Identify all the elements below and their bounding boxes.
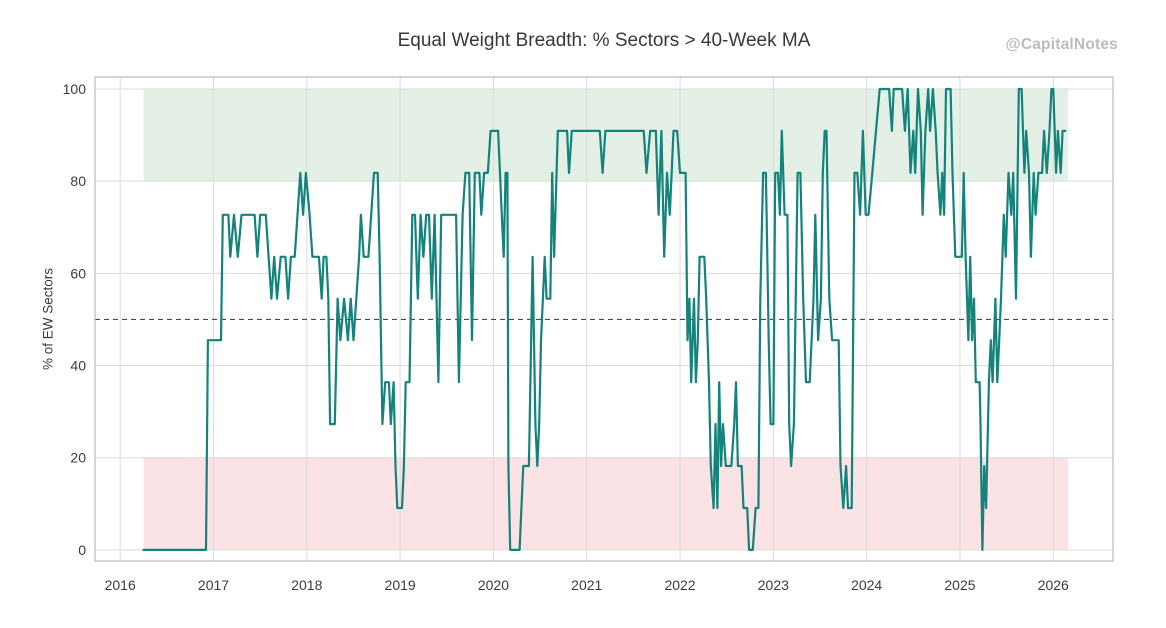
x-tick-label-2024: 2024 — [851, 577, 882, 593]
breadth-series-line — [142, 87, 1067, 552]
x-tick-label-2016: 2016 — [105, 577, 136, 593]
y-tick-label-20: 20 — [70, 450, 86, 466]
x-tick-label-2026: 2026 — [1038, 577, 1069, 593]
x-tick-label-2017: 2017 — [198, 577, 229, 593]
x-tick-label-2021: 2021 — [571, 577, 602, 593]
low-breadth-zone — [143, 457, 1069, 550]
x-tick-label-2023: 2023 — [758, 577, 789, 593]
x-tick-label-2022: 2022 — [664, 577, 695, 593]
watermark-handle: @CapitalNotes — [1005, 36, 1118, 53]
y-tick-label-60: 60 — [70, 265, 86, 281]
x-tick-label-2018: 2018 — [291, 577, 322, 593]
x-tick-label-2025: 2025 — [944, 577, 975, 593]
x-tick-label-2020: 2020 — [478, 577, 509, 593]
y-tick-label-0: 0 — [78, 542, 86, 558]
y-tick-label-40: 40 — [70, 358, 86, 374]
y-tick-label-80: 80 — [70, 173, 86, 189]
y-tick-label-100: 100 — [63, 81, 87, 97]
x-tick-label-2019: 2019 — [385, 577, 416, 593]
chart-title: Equal Weight Breadth: % Sectors > 40-Wee… — [397, 30, 811, 51]
plot-border — [94, 76, 1114, 562]
